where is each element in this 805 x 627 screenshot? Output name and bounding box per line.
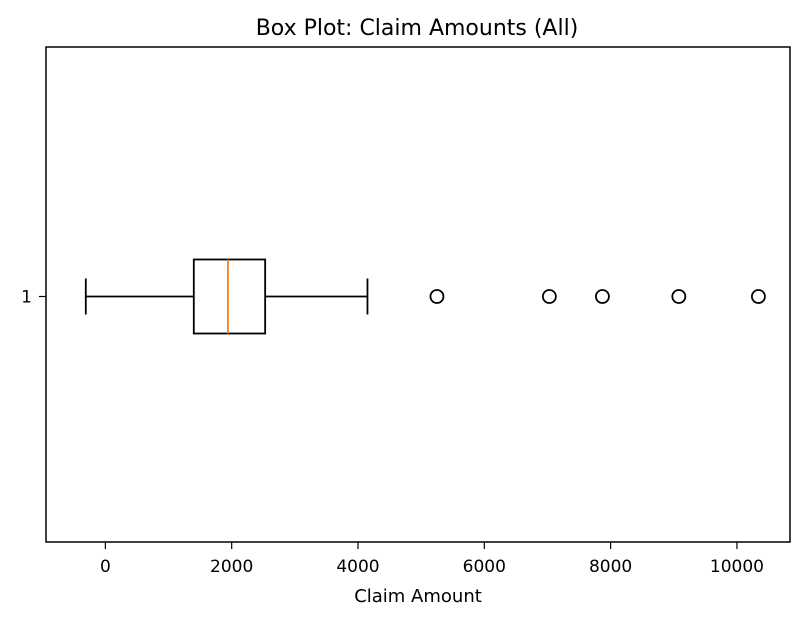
x-tick-label: 6000: [463, 557, 506, 577]
x-tick-label: 8000: [589, 557, 632, 577]
chart-title: Box Plot: Claim Amounts (All): [256, 16, 579, 41]
box-group: [84, 258, 766, 335]
box-plot-series: [84, 258, 766, 335]
outlier-point: [671, 289, 687, 304]
plot-area-frame: [45, 46, 791, 543]
y-axis-ticks: 1: [21, 288, 46, 308]
outlier-point: [595, 289, 610, 304]
y-tick-label: 1: [21, 288, 32, 308]
x-tick-label: 4000: [336, 557, 379, 577]
x-tick-label: 0: [100, 557, 111, 577]
outlier-point: [541, 289, 557, 304]
x-axis-label: Claim Amount: [354, 586, 482, 607]
x-tick-label: 10000: [710, 557, 764, 577]
outlier-point: [751, 289, 766, 304]
outlier-point: [429, 289, 445, 304]
x-tick-label: 2000: [210, 557, 253, 577]
iqr-box: [192, 258, 267, 335]
x-axis-ticks: 0 2000 4000 6000 8000 10000: [100, 542, 764, 577]
